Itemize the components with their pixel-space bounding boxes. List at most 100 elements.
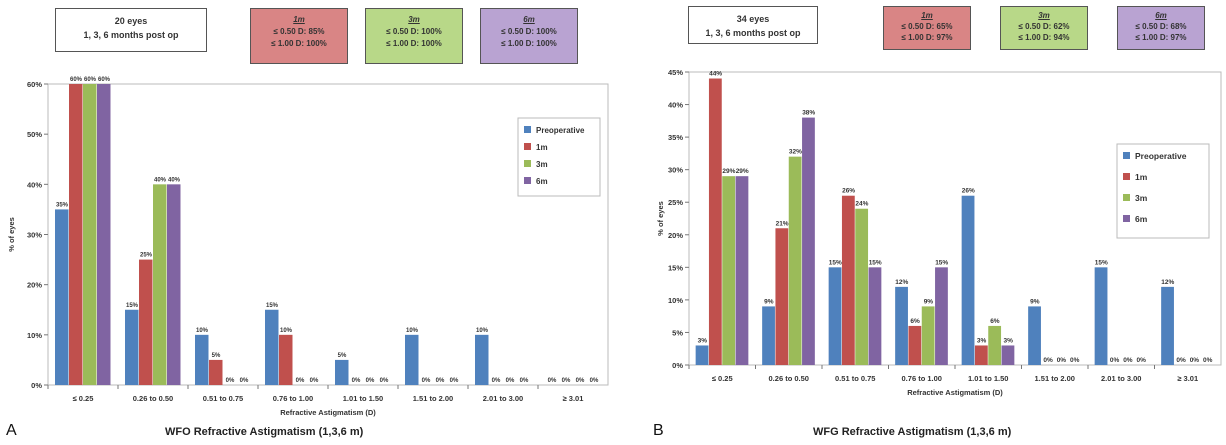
- bar: [1161, 286, 1174, 365]
- x-tick-label: 1.01 to 1.50: [343, 394, 383, 403]
- data-label: 0%: [296, 378, 305, 384]
- bar: [195, 334, 209, 385]
- data-label: 6%: [990, 318, 1000, 325]
- data-label: 0%: [450, 378, 459, 384]
- x-tick-label: ≤ 0.25: [712, 374, 733, 383]
- legend-label: Preoperative: [1135, 151, 1187, 161]
- y-tick-label: 20%: [27, 281, 42, 290]
- data-label: 9%: [764, 298, 774, 305]
- bar: [1001, 345, 1015, 365]
- bar: [69, 84, 83, 385]
- data-label: 0%: [1203, 357, 1213, 364]
- data-label: 5%: [338, 353, 347, 359]
- box-6m: 6m ≤ 0.50 D: 68% ≤ 1.00 D: 97%: [1117, 6, 1205, 50]
- eyes-count: 20 eyes: [114, 16, 148, 26]
- data-label: 12%: [895, 279, 908, 286]
- bar: [828, 267, 842, 365]
- data-label: 26%: [842, 188, 855, 195]
- box-6m: 6m ≤ 0.50 D: 100% ≤ 1.00 D: 100%: [480, 8, 578, 64]
- legend-label: 1m: [536, 143, 548, 152]
- box-3m: 3m ≤ 0.50 D: 62% ≤ 1.00 D: 94%: [1000, 6, 1088, 50]
- data-label: 0%: [520, 378, 529, 384]
- y-tick-label: 25%: [668, 198, 683, 207]
- data-label: 0%: [548, 378, 557, 384]
- legend-swatch: [524, 126, 531, 133]
- eyes-info-box: 34 eyes 1, 3, 6 months post op: [688, 6, 818, 44]
- box-title: 1m: [293, 15, 305, 24]
- x-axis-label: Refractive Astigmatism (D): [907, 388, 1003, 397]
- data-label: 60%: [98, 77, 111, 83]
- data-label: 15%: [1095, 259, 1108, 266]
- legend-box: [517, 117, 601, 197]
- data-label: 26%: [962, 188, 975, 195]
- data-label: 0%: [240, 378, 249, 384]
- legend-swatch: [1123, 152, 1130, 159]
- bar: [83, 84, 97, 385]
- y-tick-label: 0%: [31, 381, 42, 390]
- data-label: 0%: [1110, 357, 1120, 364]
- data-label: 0%: [366, 378, 375, 384]
- box-line-1: ≤ 0.50 D: 68%: [1135, 22, 1187, 31]
- bar: [961, 195, 975, 365]
- box-line-2: ≤ 1.00 D: 100%: [271, 39, 327, 48]
- bar: [153, 184, 167, 385]
- followup-text: 1, 3, 6 months post op: [705, 28, 801, 38]
- data-label: 10%: [280, 328, 293, 334]
- box-line-1: ≤ 0.50 D: 100%: [501, 27, 557, 36]
- data-label: 0%: [436, 378, 445, 384]
- data-label: 10%: [476, 328, 489, 334]
- data-label: 0%: [422, 378, 431, 384]
- data-label: 0%: [1043, 357, 1053, 364]
- y-tick-label: 45%: [668, 68, 683, 77]
- data-label: 44%: [709, 71, 722, 78]
- data-label: 0%: [352, 378, 361, 384]
- data-label: 21%: [776, 220, 789, 227]
- y-tick-label: 0%: [672, 361, 683, 370]
- y-tick-label: 10%: [668, 296, 683, 305]
- data-label: 0%: [380, 378, 389, 384]
- data-label: 3%: [977, 337, 987, 344]
- bar: [279, 334, 293, 385]
- data-label: 0%: [310, 378, 319, 384]
- data-label: 15%: [935, 259, 948, 266]
- bar: [125, 309, 139, 385]
- data-label: 15%: [829, 259, 842, 266]
- legend-label: 1m: [1135, 172, 1148, 182]
- box-title: 3m: [408, 15, 420, 24]
- y-tick-label: 40%: [668, 101, 683, 110]
- eyes-count: 34 eyes: [736, 14, 770, 24]
- data-label: 29%: [722, 168, 735, 175]
- box-line-1: ≤ 0.50 D: 100%: [386, 27, 442, 36]
- box-title: 1m: [921, 11, 933, 20]
- panel-letter: A: [6, 422, 17, 439]
- data-label: 6%: [910, 318, 920, 325]
- bar: [708, 78, 722, 365]
- data-label: 32%: [789, 149, 802, 156]
- legend-label: 6m: [1135, 214, 1148, 224]
- data-label: 0%: [1176, 357, 1186, 364]
- bar: [722, 176, 736, 365]
- bar: [475, 334, 489, 385]
- y-tick-label: 15%: [668, 263, 683, 272]
- y-tick-label: 30%: [27, 231, 42, 240]
- bar: [868, 267, 882, 365]
- data-label: 3%: [698, 337, 708, 344]
- legend-box: [1116, 143, 1210, 239]
- y-tick-label: 35%: [668, 133, 683, 142]
- panel-letter: B: [653, 422, 664, 439]
- legend-swatch: [524, 160, 531, 167]
- data-label: 0%: [1070, 357, 1080, 364]
- data-label: 0%: [506, 378, 515, 384]
- bar: [265, 309, 279, 385]
- data-label: 25%: [140, 253, 153, 259]
- bar: [908, 325, 922, 365]
- box-title: 3m: [1038, 11, 1050, 20]
- legend-swatch: [524, 177, 531, 184]
- bar: [974, 345, 988, 365]
- data-label: 38%: [802, 110, 815, 117]
- box-1m: 1m ≤ 0.50 D: 85% ≤ 1.00 D: 100%: [250, 8, 348, 64]
- x-tick-label: ≥ 3.01: [563, 394, 584, 403]
- data-label: 0%: [576, 378, 585, 384]
- bar: [167, 184, 181, 385]
- data-label: 9%: [924, 298, 934, 305]
